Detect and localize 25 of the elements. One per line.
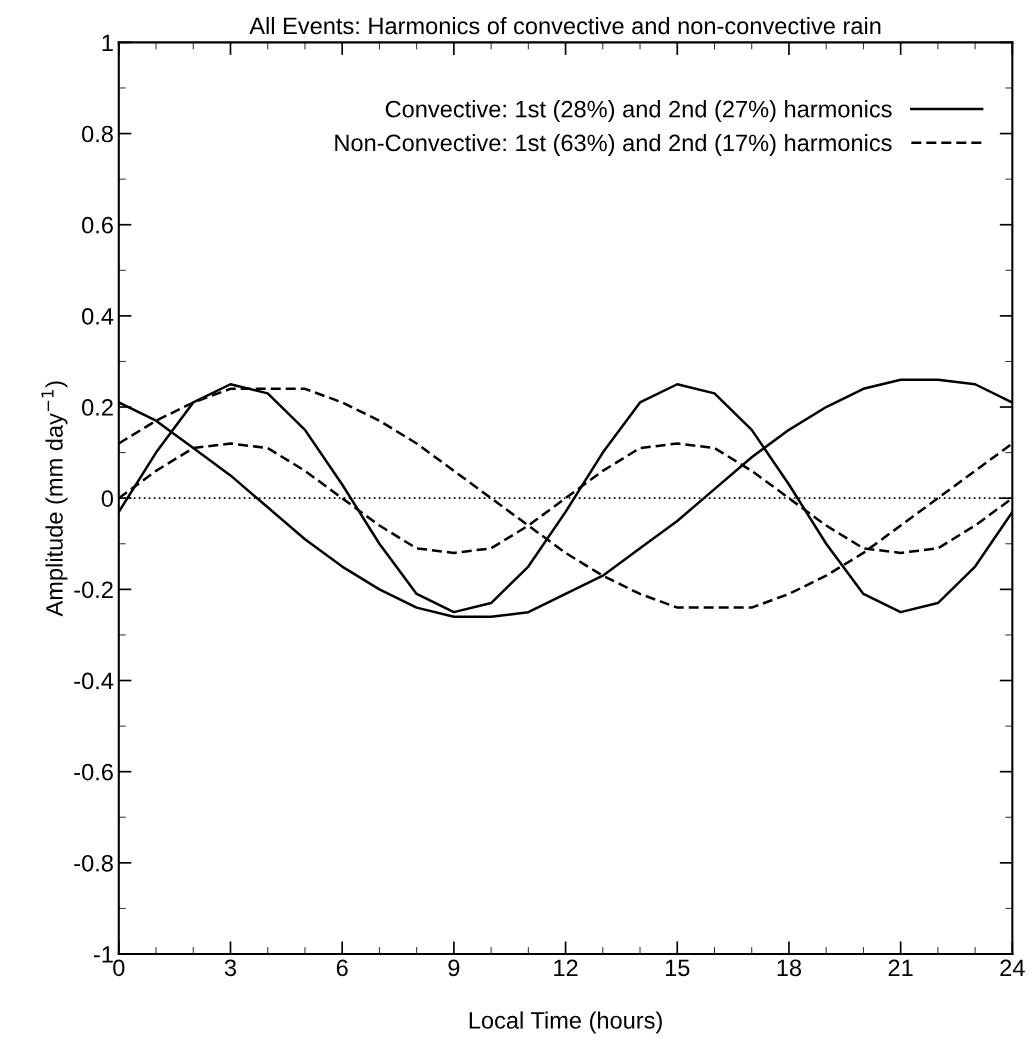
x-tick-label: 3 [224,959,237,977]
y-tick-label: 0.6 [82,216,113,234]
legend-label: Convective: 1st (28%) and 2nd (27%) harmonics [385,100,892,123]
y-tick-label: 0.2 [82,399,113,416]
y-tick-label: -0.4 [74,672,114,690]
x-axis-title: Local Time (hours) [469,1011,662,1034]
chart-title: All Events: Harmonics of convective and non-convective rain [249,16,881,35]
legend-label: Non-Convective: 1st (63%) and 2nd (17%) harmonics [335,133,892,156]
y-axis-title: Amplitude (mm day$^{−1}$) [41,381,68,617]
x-tick-label: 6 [336,959,348,977]
x-tick-label: 9 [448,959,460,977]
y-tick-label: 0.8 [82,125,113,143]
x-tick-label: 24 [1000,959,1025,976]
x-tick-label: 0 [113,959,125,977]
y-tick-label: -0.8 [74,854,113,872]
y-tick-label: 1 [102,34,113,51]
y-tick-label: -0.6 [74,763,113,781]
x-tick-label: 21 [888,959,913,976]
x-tick-label: 18 [777,959,802,977]
y-tick-label: 0 [101,490,114,507]
x-tick-label: 12 [554,959,578,976]
y-tick-label: -1 [93,946,113,963]
y-tick-label: 0.4 [82,307,114,325]
x-tick-label: 15 [665,959,690,977]
y-tick-label: -0.2 [74,581,113,599]
